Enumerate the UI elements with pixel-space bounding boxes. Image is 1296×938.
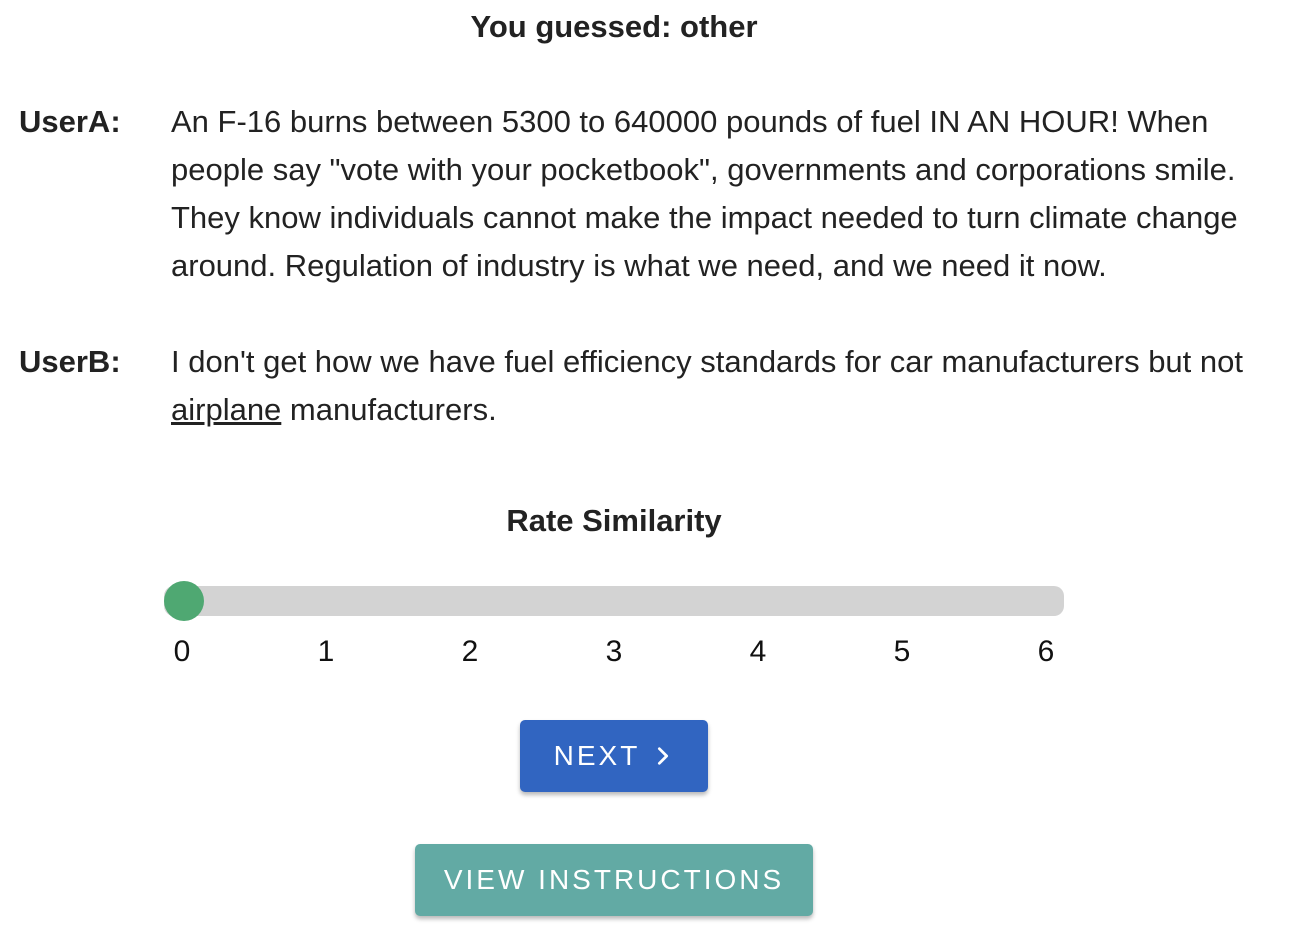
message-text: I don't get how we have fuel efficiency … bbox=[171, 338, 1281, 434]
next-button[interactable]: NEXT bbox=[520, 720, 708, 792]
message-text: An F-16 burns between 5300 to 640000 pou… bbox=[171, 104, 1238, 283]
tick-label: 5 bbox=[893, 635, 911, 668]
tick-label: 1 bbox=[317, 635, 335, 668]
guess-result: You guessed: other bbox=[470, 9, 758, 44]
tick-label: 0 bbox=[173, 635, 191, 668]
speaker-label: UserA: bbox=[19, 104, 121, 139]
rating-title: Rate Similarity bbox=[506, 503, 722, 538]
tick-label: 4 bbox=[749, 635, 767, 668]
message-text-part: manufacturers. bbox=[281, 392, 497, 427]
view-instructions-label: VIEW INSTRUCTIONS bbox=[443, 864, 785, 895]
tick-label: 3 bbox=[605, 635, 623, 668]
tick-label: 6 bbox=[1037, 635, 1055, 668]
highlighted-word: airplane bbox=[171, 392, 282, 427]
message-user-b: UserB: I don't get how we have fuel effi… bbox=[19, 338, 1281, 434]
next-button-label: NEXT bbox=[553, 740, 641, 771]
speaker-label: UserB: bbox=[19, 344, 121, 379]
message-user-a: UserA: An F-16 burns between 5300 to 640… bbox=[19, 98, 1281, 290]
view-instructions-button[interactable]: VIEW INSTRUCTIONS bbox=[415, 844, 813, 916]
chevron-right-icon bbox=[658, 747, 669, 765]
similarity-slider[interactable] bbox=[164, 581, 1064, 621]
tick-label: 2 bbox=[461, 635, 479, 668]
slider-tick-labels: 0 1 2 3 4 5 6 bbox=[0, 632, 1296, 672]
slider-thumb[interactable] bbox=[164, 581, 204, 621]
message-text-part: I don't get how we have fuel efficiency … bbox=[171, 344, 1243, 379]
